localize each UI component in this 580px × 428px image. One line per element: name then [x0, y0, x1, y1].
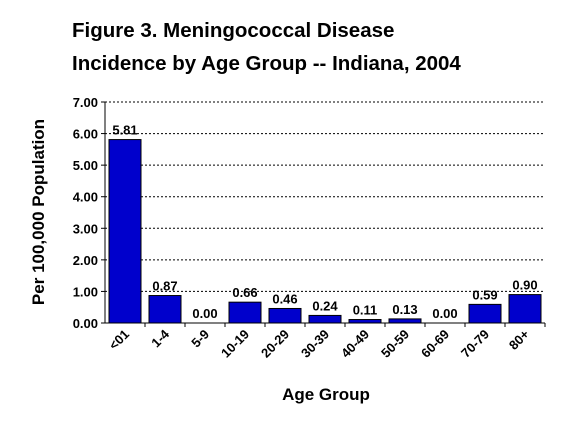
y-tick-label: 3.00 — [73, 221, 98, 236]
x-tick-label: 20-29 — [258, 327, 292, 361]
x-tick-label: 40-49 — [338, 327, 372, 361]
y-tick-label: 6.00 — [73, 127, 98, 142]
x-axis-title: Age Group — [282, 385, 370, 404]
y-tick-label: 0.00 — [73, 316, 98, 331]
data-label: 5.81 — [112, 123, 137, 138]
x-tick-label: 80+ — [506, 326, 532, 352]
data-label: 0.00 — [432, 306, 457, 321]
y-tick-label: 7.00 — [73, 95, 98, 110]
chart-title-line-2: Incidence by Age Group -- Indiana, 2004 — [72, 52, 461, 75]
data-label: 0.59 — [472, 287, 497, 302]
bar — [508, 294, 542, 324]
data-label: 0.90 — [512, 278, 537, 293]
axes — [104, 102, 546, 327]
x-tick-label: 10-19 — [218, 327, 252, 361]
bar — [388, 318, 422, 324]
data-label: 0.66 — [232, 285, 257, 300]
bar — [348, 319, 382, 324]
y-axis-title: Per 100,000 Population — [29, 119, 48, 305]
x-tick-label: 50-59 — [378, 327, 412, 361]
bars — [108, 139, 542, 324]
data-label: 0.87 — [152, 279, 177, 294]
bar — [148, 295, 182, 324]
x-tick-label: <01 — [106, 327, 132, 353]
bar — [268, 307, 302, 324]
chart-title: Figure 3. Meningococcal Disease Incidenc… — [72, 19, 461, 75]
x-tick-label: 1-4 — [148, 326, 172, 350]
data-label: 0.11 — [353, 303, 378, 318]
bar — [228, 301, 262, 324]
bar — [108, 139, 142, 324]
data-label: 0.46 — [272, 291, 297, 306]
gridlines — [101, 101, 545, 324]
data-labels: 5.81 0.87 0.00 0.66 0.46 0.24 0.11 0.13 0.00 0.59… — [112, 123, 537, 321]
x-tick-label: 60-69 — [418, 327, 452, 361]
data-label: 0.00 — [192, 306, 217, 321]
y-tick-labels: 0.00 1.00 2.00 3.00 4.00 5.00 6.00 7.00 — [73, 95, 98, 331]
y-tick-label: 2.00 — [73, 253, 98, 268]
y-tick-label: 4.00 — [73, 190, 98, 205]
x-tick-labels: <01 1-4 5-9 10-19 20-29 30-39 40-49 50-59 60-69 7… — [106, 326, 532, 361]
y-tick-label: 1.00 — [73, 284, 98, 299]
chart-title-line-1: Figure 3. Meningococcal Disease — [72, 19, 394, 42]
x-tick-label: 5-9 — [188, 327, 212, 351]
bar — [308, 314, 342, 324]
x-tick-label: 70-79 — [458, 327, 492, 361]
y-tick-label: 5.00 — [73, 158, 98, 173]
bar — [468, 303, 502, 324]
data-label: 0.24 — [312, 298, 338, 313]
x-tick-label: 30-39 — [298, 327, 332, 361]
data-label: 0.13 — [392, 302, 417, 317]
